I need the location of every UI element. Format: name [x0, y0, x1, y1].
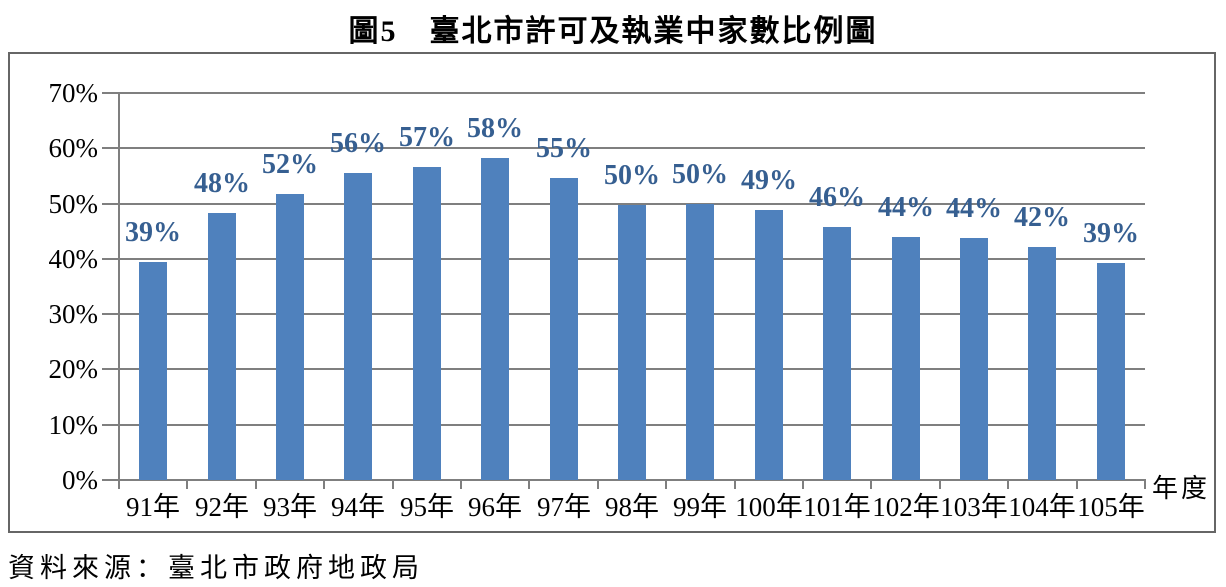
- x-tick-label: 101年: [803, 492, 871, 522]
- x-tick-label: 94年: [331, 492, 385, 522]
- y-axis-tick: [102, 258, 119, 260]
- bar-value-label: 49%: [741, 165, 797, 196]
- y-tick-label: 10%: [48, 410, 99, 440]
- gridline: [119, 92, 1145, 94]
- bar-93年: [276, 194, 304, 480]
- x-tick-label: 100年: [735, 492, 803, 522]
- bar-102年: [892, 237, 920, 480]
- y-tick-label: 20%: [48, 354, 99, 384]
- y-axis-tick: [102, 147, 119, 149]
- x-tick-label: 98年: [605, 492, 659, 522]
- bar-value-label: 44%: [878, 192, 934, 223]
- x-axis-tick: [186, 479, 188, 489]
- bar-value-label: 56%: [330, 128, 386, 159]
- y-tick-label: 0%: [62, 465, 98, 495]
- x-axis-tick: [392, 479, 394, 489]
- x-tick-label: 104年: [1008, 492, 1076, 522]
- x-axis-tick: [118, 479, 120, 489]
- x-axis-tick: [665, 479, 667, 489]
- y-axis-line: [118, 93, 120, 481]
- bar-value-label: 50%: [604, 160, 660, 191]
- bar-91年: [139, 262, 167, 480]
- x-axis-tick: [1144, 479, 1146, 489]
- x-tick-label: 105年: [1077, 492, 1145, 522]
- bar-96年: [481, 158, 509, 480]
- x-axis-tick: [597, 479, 599, 489]
- y-tick-label: 60%: [48, 133, 99, 163]
- plot-area: 0% 10% 20% 30% 40% 50% 60% 70% 39% 91年 48% 92年 52% 93…: [10, 54, 1214, 531]
- bar-98年: [618, 205, 646, 480]
- x-axis-tick: [528, 479, 530, 489]
- x-tick-label: 91年: [126, 492, 180, 522]
- x-axis-unit-label: 年度: [1152, 474, 1211, 503]
- bar-value-label: 55%: [536, 133, 592, 164]
- gridline: [119, 147, 1145, 149]
- y-tick-label: 50%: [48, 189, 99, 219]
- x-tick-label: 103年: [940, 492, 1008, 522]
- x-tick-label: 96年: [468, 492, 522, 522]
- bar-value-label: 57%: [399, 122, 455, 153]
- bar-103年: [960, 238, 988, 480]
- bar-value-label: 50%: [672, 159, 728, 190]
- x-axis-tick: [1007, 479, 1009, 489]
- x-axis-tick: [802, 479, 804, 489]
- bar-100年: [755, 210, 783, 480]
- y-tick-label: 70%: [48, 78, 99, 108]
- x-tick-label: 97年: [537, 492, 591, 522]
- bar-94年: [344, 173, 372, 480]
- y-axis-tick: [102, 92, 119, 94]
- bar-95年: [413, 167, 441, 480]
- x-axis-tick: [323, 479, 325, 489]
- chart-frame: 0% 10% 20% 30% 40% 50% 60% 70% 39% 91年 48% 92年 52% 93…: [8, 52, 1216, 533]
- y-axis-tick: [102, 203, 119, 205]
- bar-value-label: 42%: [1014, 202, 1070, 233]
- bar-value-label: 46%: [809, 182, 865, 213]
- y-axis-tick: [102, 479, 119, 481]
- y-axis-tick: [102, 424, 119, 426]
- y-axis-tick: [102, 313, 119, 315]
- x-axis-tick: [734, 479, 736, 489]
- x-tick-label: 99年: [673, 492, 727, 522]
- bar-99年: [686, 204, 714, 480]
- bar-101年: [823, 227, 851, 480]
- x-axis-tick: [460, 479, 462, 489]
- gridline: [119, 203, 1145, 205]
- bar-105年: [1097, 263, 1125, 480]
- y-tick-label: 40%: [48, 244, 99, 274]
- x-tick-label: 93年: [263, 492, 317, 522]
- bar-value-label: 39%: [125, 217, 181, 248]
- x-tick-label: 95年: [400, 492, 454, 522]
- x-axis-tick: [870, 479, 872, 489]
- bar-value-label: 44%: [946, 193, 1002, 224]
- x-axis-line: [119, 479, 1145, 481]
- x-tick-label: 92年: [195, 492, 249, 522]
- bar-104年: [1028, 247, 1056, 480]
- x-axis-tick: [255, 479, 257, 489]
- chart-title: 圖5 臺北市許可及執業中家數比例圖: [348, 15, 878, 48]
- source-note: 資料來源：臺北市政府地政局: [8, 553, 424, 583]
- bar-92年: [208, 213, 236, 480]
- x-axis-tick: [1076, 479, 1078, 489]
- bar-value-label: 58%: [467, 113, 523, 144]
- bar-value-label: 39%: [1083, 218, 1139, 249]
- x-axis-tick: [939, 479, 941, 489]
- bar-value-label: 52%: [262, 149, 318, 180]
- y-tick-label: 30%: [48, 299, 99, 329]
- y-axis-tick: [102, 368, 119, 370]
- bar-value-label: 48%: [194, 168, 250, 199]
- x-tick-label: 102年: [872, 492, 940, 522]
- bar-97年: [550, 178, 578, 480]
